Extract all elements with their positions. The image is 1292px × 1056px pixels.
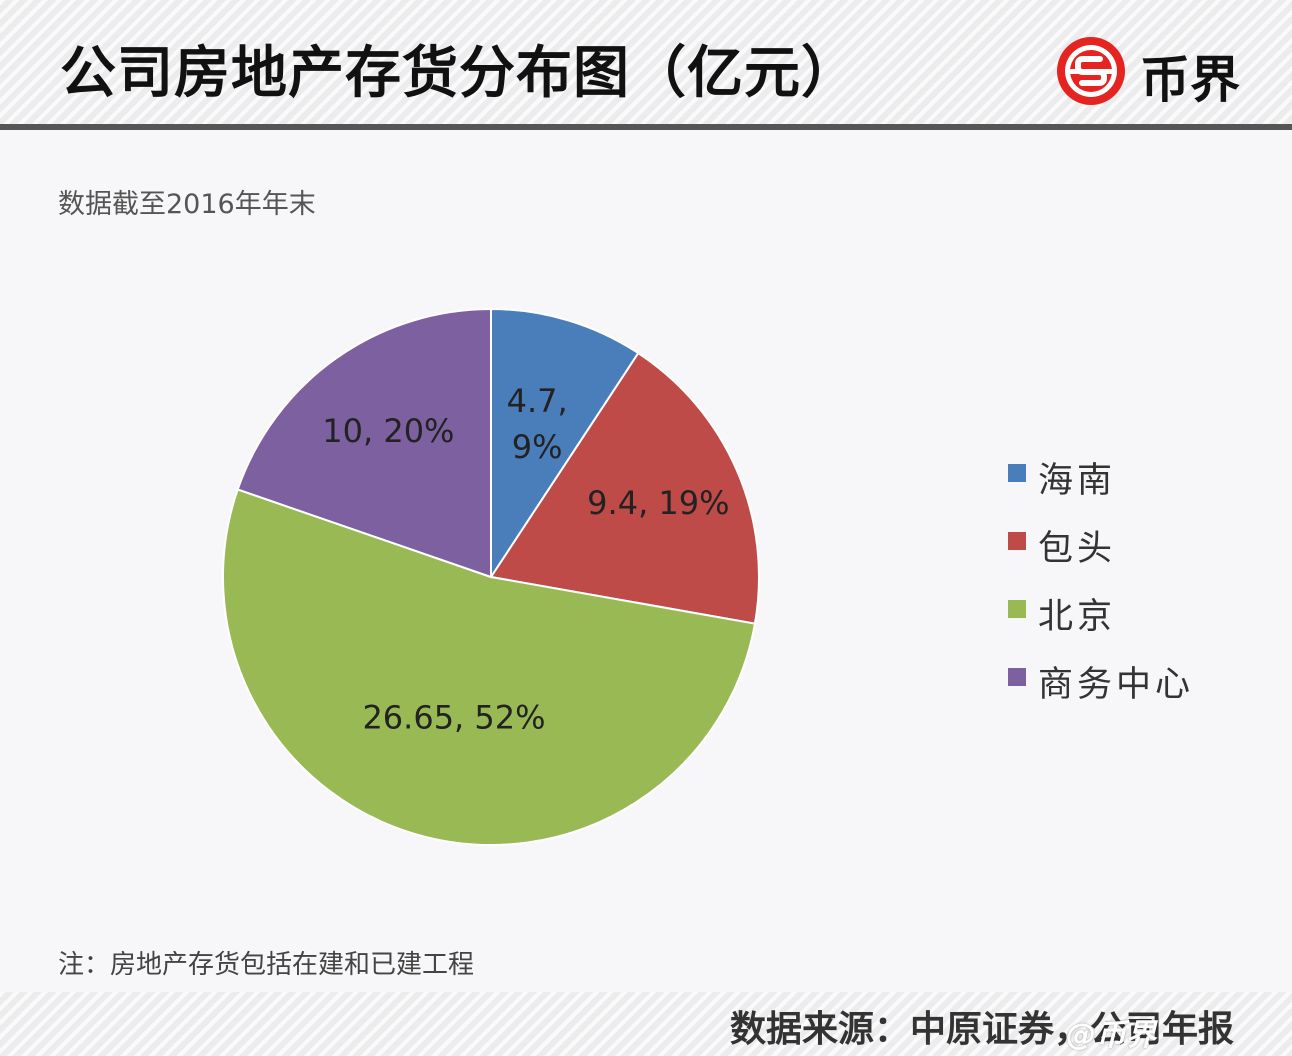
page-title: 公司房地产存货分布图（亿元）	[60, 41, 858, 106]
pie-slice-hainan	[490, 307, 640, 581]
pie-slice-beijing	[222, 488, 757, 846]
logo-text: 币界	[1140, 51, 1240, 109]
legend-label: 包头	[1038, 529, 1117, 569]
chart-subtitle: 数据截至2016年年末	[58, 189, 316, 220]
watermark: @币界	[1066, 1018, 1156, 1053]
footer-bar	[0, 992, 1292, 1056]
legend-label: 商务中心	[1038, 665, 1195, 705]
legend-swatch	[1008, 668, 1026, 686]
data-label-baotou: 9.4, 19%	[587, 484, 729, 522]
data-label-business-center: 10, 20%	[322, 412, 454, 450]
legend-label: 北京	[1038, 597, 1117, 637]
header-divider	[0, 124, 1292, 130]
brand-logo: 币界	[1052, 34, 1272, 109]
pie-slice-business-center	[236, 307, 492, 579]
data-source: 数据来源：中原证券，公司年报	[729, 1009, 1234, 1050]
footnote: 注：房地产存货包括在建和已建工程	[58, 950, 475, 980]
legend-label: 海南	[1038, 461, 1117, 501]
logo-badge-icon	[1057, 37, 1125, 105]
legend-swatch	[1008, 532, 1026, 550]
legend-swatch	[1008, 600, 1026, 618]
data-label-beijing: 26.65, 52%	[362, 699, 545, 737]
legend-swatch	[1008, 464, 1026, 482]
pie-slice-baotou	[489, 351, 760, 625]
data-label-hainan: 4.7, 9%	[507, 382, 568, 466]
